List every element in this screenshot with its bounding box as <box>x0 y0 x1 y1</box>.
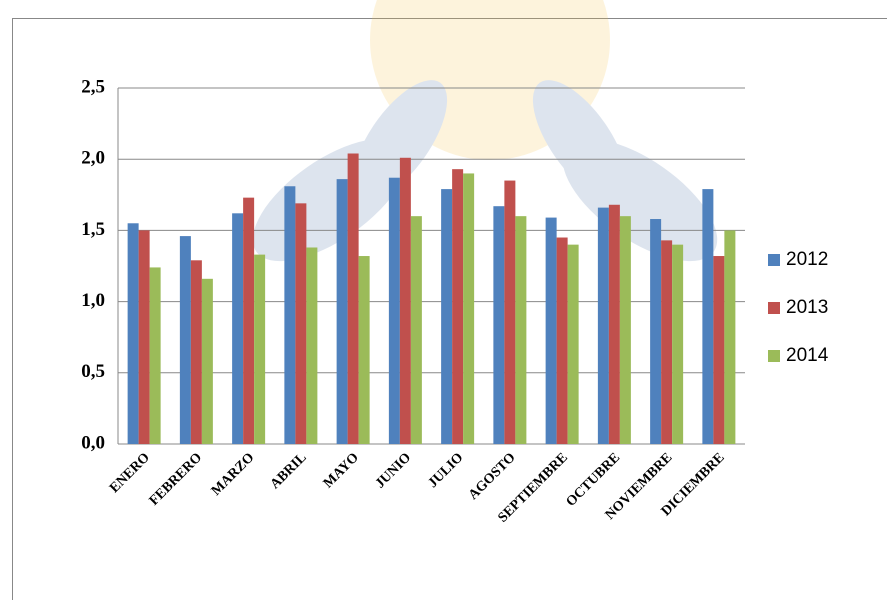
bar <box>672 244 684 444</box>
bar <box>138 230 150 444</box>
bar <box>504 180 516 444</box>
bar <box>702 189 714 444</box>
y-tick-label: 0,5 <box>81 361 105 382</box>
bar <box>608 204 620 444</box>
bar <box>545 217 557 444</box>
legend-label: 2012 <box>786 249 828 270</box>
bar <box>567 244 579 444</box>
bar <box>441 189 453 444</box>
y-tick-label: 1,5 <box>81 219 105 240</box>
y-tick-label: 1,0 <box>81 290 105 311</box>
legend-label: 2014 <box>786 345 829 366</box>
bar <box>232 213 244 444</box>
bar <box>597 207 609 444</box>
legend-swatch <box>768 302 780 314</box>
bar <box>388 177 400 444</box>
bar <box>295 203 307 444</box>
bar <box>190 260 202 444</box>
bar <box>410 216 422 444</box>
bar <box>452 169 464 444</box>
bar <box>127 223 139 444</box>
bar <box>650 219 662 444</box>
bar <box>336 179 348 445</box>
bar <box>347 153 359 444</box>
bar <box>149 267 161 444</box>
bar <box>254 254 266 444</box>
legend-swatch <box>768 254 780 266</box>
bar <box>515 216 527 444</box>
y-tick-label: 2,0 <box>81 148 105 169</box>
bar <box>463 173 475 444</box>
bar <box>493 206 505 444</box>
bar <box>284 186 296 445</box>
bar <box>713 256 725 444</box>
bar <box>306 247 318 444</box>
bar <box>243 197 255 444</box>
bar <box>724 230 736 444</box>
bar <box>358 256 370 444</box>
bar <box>619 216 631 444</box>
y-tick-label: 2,5 <box>81 76 105 97</box>
y-tick-label: 0,0 <box>81 432 105 453</box>
bar <box>399 157 411 444</box>
legend-swatch <box>768 350 780 362</box>
bar <box>661 240 673 444</box>
bar <box>556 237 568 444</box>
bar <box>201 278 213 444</box>
legend-label: 2013 <box>786 297 828 318</box>
bar <box>179 236 191 444</box>
